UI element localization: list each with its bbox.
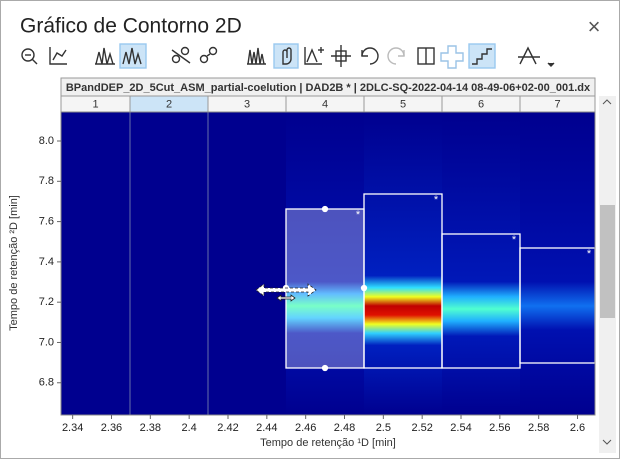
column-7-signal: [520, 112, 595, 415]
export-tool[interactable]: [417, 47, 435, 65]
link-tool[interactable]: [171, 46, 191, 64]
style-tool[interactable]: [518, 46, 555, 67]
column-tab-label: 6: [478, 98, 484, 110]
peak-marker: *: [434, 194, 439, 206]
x-axis-label: Tempo de retenção ¹D [min]: [260, 437, 396, 449]
x-tick-label: 2.58: [528, 422, 549, 434]
y-axis-label: Tempo de retenção ²D [min]: [8, 195, 20, 331]
x-tick-label: 2.56: [489, 422, 510, 434]
column-6-signal: [442, 112, 520, 415]
scroll-down[interactable]: [602, 439, 612, 445]
link2-tool[interactable]: [199, 46, 218, 64]
x-tick-label: 2.48: [334, 422, 355, 434]
scroll-up[interactable]: [602, 99, 612, 105]
axis-tool[interactable]: [49, 47, 67, 65]
step-icon: [472, 48, 492, 65]
column-tab-label: 4: [322, 98, 328, 110]
pan-icon: [282, 47, 292, 65]
plot-header-text: BPandDEP_2D_5Cut_ASM_partial-coelution |…: [66, 82, 591, 94]
x-tick-label: 2.54: [450, 422, 471, 434]
y-tick-label: 7.0: [39, 336, 54, 348]
x-tick-label: 2.46: [295, 422, 316, 434]
x-tick-label: 2.34: [62, 422, 83, 434]
y-tick-label: 7.2: [39, 296, 54, 308]
column-tabs: 1 2 3 4 5 6 7: [60, 95, 596, 113]
zoom-tool[interactable]: [21, 48, 38, 65]
y-tick-label: 7.4: [39, 256, 54, 268]
x-tick-label: 2.38: [140, 422, 161, 434]
y-tick-label: 7.6: [39, 216, 54, 228]
handle[interactable]: [360, 284, 368, 292]
x-tick-label: 2.5: [376, 422, 391, 434]
handle[interactable]: [321, 364, 329, 372]
column-4-signal: [286, 112, 364, 415]
toolbar: [21, 43, 555, 69]
column-5-signal: [364, 112, 442, 415]
window-title: Gráfico de Contorno 2D: [20, 15, 242, 38]
x-tick-label: 2.42: [217, 422, 238, 434]
column-tab-label: 7: [554, 98, 560, 110]
column-tab-label: 3: [244, 98, 250, 110]
peak-boxes: [255, 193, 596, 372]
spectrum-tool[interactable]: [247, 47, 266, 65]
peak-markers: * * * *: [356, 194, 592, 260]
scroll-thumb[interactable]: [600, 205, 615, 318]
plot-frame: [60, 111, 596, 416]
y-tick-label: 8.0: [39, 135, 54, 147]
add-peak-tool[interactable]: [304, 47, 324, 65]
split-tool[interactable]: [331, 45, 351, 67]
x-tick-label: 2.52: [411, 422, 432, 434]
cursor: [276, 294, 296, 302]
x-tick-label: 2.4: [182, 422, 197, 434]
drag-arrow: [255, 283, 317, 297]
peaks-tool[interactable]: [95, 47, 115, 65]
peak-marker: *: [512, 234, 517, 246]
column-tab-label: 1: [92, 98, 98, 110]
close-button[interactable]: ×: [588, 14, 601, 39]
peak-marker: *: [587, 248, 592, 260]
x-tick-label: 2.44: [256, 422, 277, 434]
heatmap: [61, 112, 595, 415]
column-tab-label: 2: [166, 98, 172, 110]
redo-tool[interactable]: [387, 47, 405, 65]
y-tick-label: 7.8: [39, 175, 54, 187]
peaks-active-icon: [122, 47, 142, 65]
axes: 2.34 2.36 2.38 2.4 2.42 2.44 2.46 2.48 2.5 2.52 2.…: [39, 135, 585, 434]
x-tick-label: 2.6: [570, 422, 585, 434]
handle[interactable]: [321, 205, 329, 213]
undo-tool[interactable]: [361, 47, 379, 65]
peak-marker: *: [356, 209, 361, 221]
x-tick-label: 2.36: [101, 422, 122, 434]
column-tab-label: 5: [400, 98, 406, 110]
y-tick-label: 6.8: [39, 377, 54, 389]
cross-tool[interactable]: [440, 45, 464, 69]
